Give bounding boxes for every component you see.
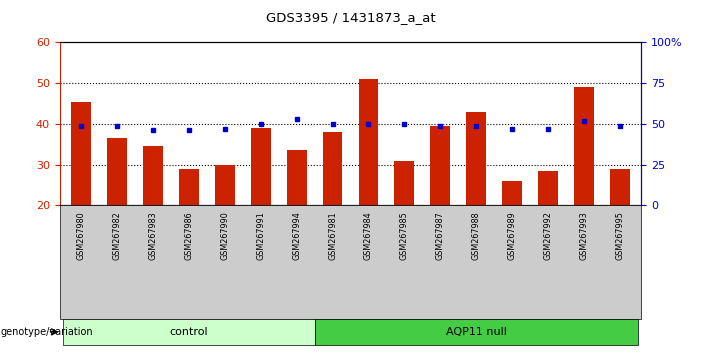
Bar bbox=[395, 161, 414, 205]
Text: GSM267988: GSM267988 bbox=[472, 211, 481, 259]
Bar bbox=[610, 169, 629, 205]
Bar bbox=[430, 126, 450, 205]
Text: GSM267985: GSM267985 bbox=[400, 211, 409, 260]
Text: GSM267991: GSM267991 bbox=[256, 211, 265, 260]
Text: GSM267990: GSM267990 bbox=[220, 211, 229, 260]
Text: GSM267994: GSM267994 bbox=[292, 211, 301, 260]
Bar bbox=[143, 146, 163, 205]
Bar bbox=[251, 128, 271, 205]
Text: GSM267986: GSM267986 bbox=[184, 211, 193, 259]
Text: GSM267993: GSM267993 bbox=[580, 211, 588, 260]
Text: GSM267980: GSM267980 bbox=[76, 211, 86, 259]
Bar bbox=[215, 165, 235, 205]
Bar bbox=[287, 150, 306, 205]
Bar bbox=[466, 112, 486, 205]
Text: GSM267984: GSM267984 bbox=[364, 211, 373, 259]
Text: GSM267981: GSM267981 bbox=[328, 211, 337, 259]
Bar bbox=[574, 87, 594, 205]
Text: GDS3395 / 1431873_a_at: GDS3395 / 1431873_a_at bbox=[266, 11, 435, 24]
Text: GSM267992: GSM267992 bbox=[543, 211, 552, 260]
Bar bbox=[502, 181, 522, 205]
Text: GSM267987: GSM267987 bbox=[436, 211, 445, 260]
Text: AQP11 null: AQP11 null bbox=[446, 327, 507, 337]
Bar bbox=[179, 169, 199, 205]
Bar bbox=[107, 138, 127, 205]
Bar bbox=[72, 102, 91, 205]
Text: GSM267982: GSM267982 bbox=[113, 211, 121, 260]
Bar bbox=[538, 171, 558, 205]
Text: GSM267989: GSM267989 bbox=[508, 211, 517, 260]
Text: GSM267995: GSM267995 bbox=[615, 211, 625, 260]
Text: control: control bbox=[170, 327, 208, 337]
Bar bbox=[322, 132, 342, 205]
Text: GSM267983: GSM267983 bbox=[149, 211, 158, 259]
Text: genotype/variation: genotype/variation bbox=[1, 327, 93, 337]
Bar bbox=[359, 79, 379, 205]
